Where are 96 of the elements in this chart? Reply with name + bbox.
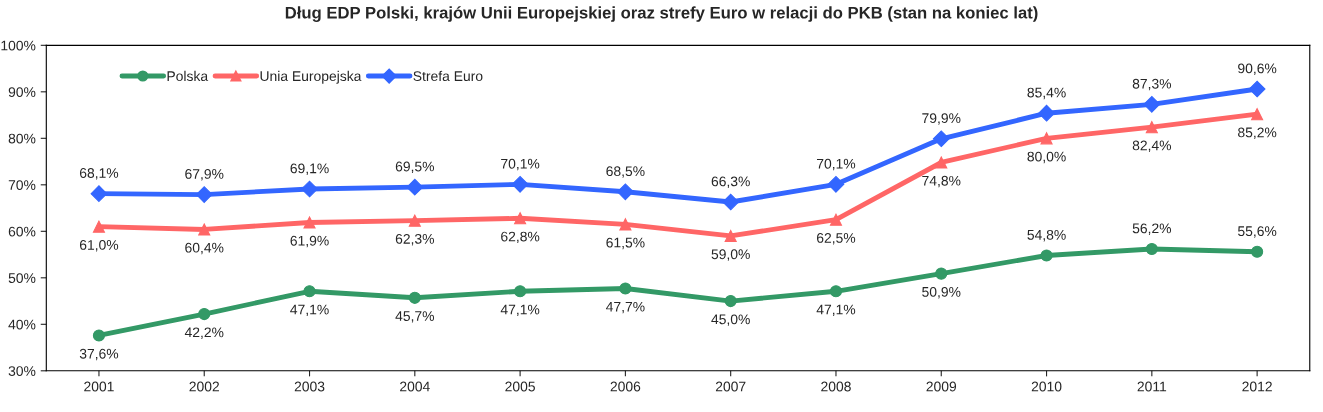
point — [198, 223, 211, 236]
data-label: 37,6% — [79, 348, 119, 361]
point — [935, 267, 948, 280]
point — [1040, 249, 1053, 262]
data-label: 79,9% — [922, 113, 961, 125]
x-tick-label: 2009 — [926, 381, 957, 392]
point — [301, 180, 318, 198]
data-label: 90,6% — [1238, 63, 1277, 75]
data-label: 68,5% — [606, 166, 645, 178]
point — [619, 282, 632, 295]
point — [514, 212, 527, 225]
data-label: 70,1% — [816, 158, 856, 171]
chart-title: Dług EDP Polski, krajów Unii Europejskiej oraz strefy Euro w relacji do PKB (stan na koniec lat) — [285, 6, 1038, 22]
data-label: 61,5% — [606, 237, 645, 250]
data-label: 59,0% — [711, 249, 750, 261]
point — [92, 329, 106, 342]
point — [617, 183, 634, 201]
data-label: 85,4% — [1027, 87, 1066, 100]
point — [92, 220, 106, 233]
x-tick-label: 2010 — [1031, 381, 1062, 392]
data-label: 82,4% — [1132, 140, 1172, 152]
point — [722, 193, 740, 211]
x-tick-label: 2002 — [189, 381, 219, 392]
point — [1038, 104, 1055, 122]
y-tick-label: 60% — [8, 226, 36, 237]
x-tick-label: 2011 — [1137, 381, 1167, 392]
data-label: 69,5% — [395, 161, 435, 174]
point — [406, 178, 424, 196]
point — [303, 285, 316, 298]
data-label: 62,5% — [816, 233, 856, 245]
data-label: 47,1% — [500, 304, 540, 317]
y-tick-label: 90% — [8, 87, 36, 97]
data-label: 50,9% — [922, 286, 961, 299]
y-tick-label: 80% — [8, 133, 36, 144]
point — [724, 229, 737, 243]
data-label: 47,1% — [290, 304, 329, 317]
point — [829, 285, 843, 298]
y-tick-label: 100% — [1, 40, 36, 51]
data-label: 45,0% — [711, 314, 750, 326]
data-label: 47,7% — [606, 301, 645, 314]
data-label: 67,9% — [185, 169, 224, 181]
data-label: 68,1% — [79, 168, 119, 180]
data-label: 55,6% — [1237, 226, 1277, 238]
point — [303, 216, 316, 229]
point — [195, 186, 213, 203]
point — [1251, 245, 1264, 258]
x-tick-label: 2001 — [84, 381, 114, 392]
data-label: 80,0% — [1027, 151, 1066, 164]
legend-label: Strefa Euro — [413, 70, 483, 82]
data-label: 42,2% — [184, 327, 224, 339]
point — [932, 130, 950, 148]
point — [827, 175, 845, 193]
point — [198, 308, 211, 321]
x-tick-label: 2004 — [400, 381, 430, 392]
legend-label: Unia Europejska — [260, 70, 362, 84]
point — [1145, 242, 1158, 256]
x-tick-label: 2005 — [505, 381, 535, 392]
point — [1251, 108, 1264, 121]
x-tick-label: 2007 — [715, 381, 746, 392]
y-tick-label: 30% — [8, 366, 36, 376]
data-label: 62,8% — [501, 231, 540, 244]
x-tick-label: 2012 — [1242, 381, 1272, 392]
data-label: 54,8% — [1027, 229, 1066, 242]
point — [1248, 80, 1266, 98]
point — [90, 185, 108, 203]
data-label: 85,2% — [1238, 127, 1277, 139]
data-label: 66,3% — [711, 176, 750, 188]
point — [514, 285, 527, 298]
x-tick-label: 2008 — [821, 381, 851, 392]
data-label: 87,3% — [1132, 78, 1172, 91]
data-label: 74,8% — [922, 175, 961, 188]
data-label: 45,7% — [395, 311, 435, 323]
point — [511, 175, 529, 193]
point — [1145, 121, 1158, 134]
point — [1040, 132, 1053, 145]
x-tick-label: 2006 — [610, 381, 641, 392]
point — [1143, 95, 1161, 113]
y-tick-label: 50% — [8, 273, 36, 283]
data-label: 69,1% — [290, 163, 329, 175]
legend-label: Polska — [167, 70, 209, 82]
data-label: 60,4% — [185, 242, 224, 255]
y-tick-label: 70% — [8, 180, 36, 190]
y-tick-label: 40% — [8, 319, 36, 330]
point — [724, 294, 737, 308]
point — [408, 291, 421, 304]
x-tick-label: 2003 — [294, 381, 325, 392]
data-label: 70,1% — [501, 158, 540, 171]
data-label: 61,0% — [79, 240, 119, 252]
point — [408, 214, 421, 227]
data-label: 56,2% — [1132, 223, 1172, 235]
data-label: 47,1% — [816, 304, 856, 317]
data-label: 61,9% — [290, 235, 329, 248]
point — [935, 156, 948, 169]
data-label: 62,3% — [395, 233, 435, 246]
point — [829, 213, 843, 226]
point — [619, 218, 632, 231]
